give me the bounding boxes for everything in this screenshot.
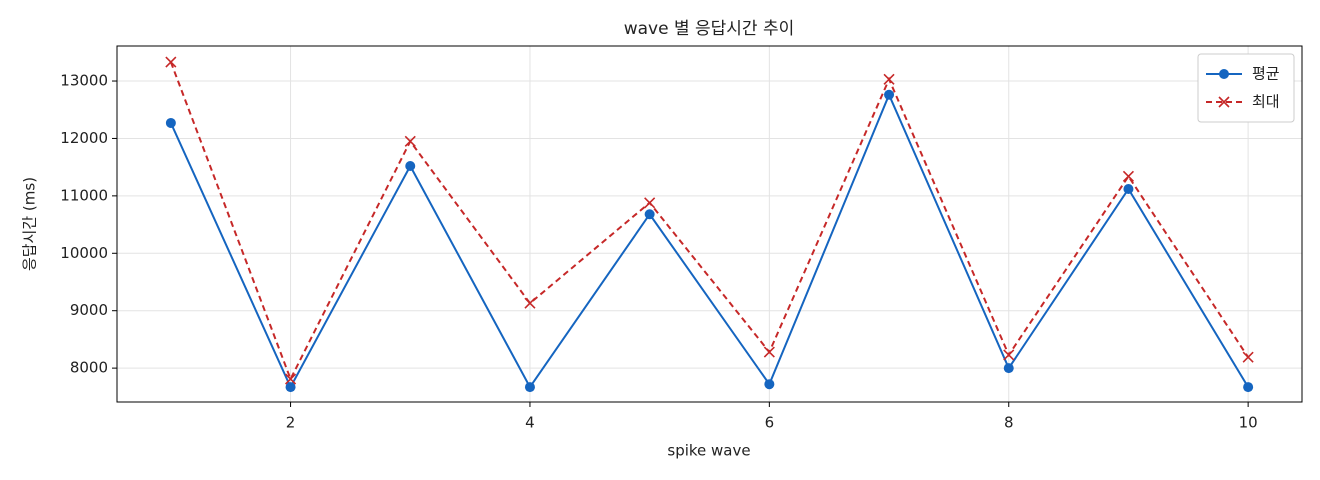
marker [1003, 349, 1015, 361]
x-tick-label: 4 [525, 414, 535, 432]
marker-stroke [1003, 349, 1015, 361]
marker-stroke [1122, 170, 1135, 182]
marker [404, 135, 416, 147]
marker-stroke [284, 373, 297, 385]
marker [285, 382, 296, 393]
marker [165, 117, 176, 128]
marker-stroke [404, 135, 416, 147]
legend-label: 평균 [1252, 65, 1280, 83]
x-axis-label: spike wave [667, 442, 750, 460]
marker-stroke [165, 56, 177, 68]
chart-title: wave 별 응답시간 추이 [624, 19, 795, 39]
series-line [169, 61, 1249, 382]
marker-stroke [763, 346, 775, 358]
marker [1242, 351, 1254, 363]
y-axis-label: 응답시간 (ms) [21, 177, 39, 271]
marker [524, 297, 536, 309]
marker [1003, 363, 1014, 374]
marker [405, 161, 416, 172]
marker-stroke [644, 197, 656, 209]
y-tick-label: 9000 [70, 301, 108, 319]
plot-frame [116, 45, 1303, 403]
marker-stroke [524, 297, 536, 309]
marker [165, 56, 177, 68]
legend-marker [1218, 96, 1230, 108]
x-tick-label: 2 [286, 414, 296, 432]
marker-stroke [1218, 96, 1230, 108]
marker-stroke [883, 73, 895, 85]
marker [764, 379, 775, 390]
series-line [169, 92, 1249, 390]
marker [644, 209, 655, 220]
legend-marker [1219, 69, 1229, 79]
y-tick-label: 11000 [60, 186, 108, 204]
x-tick-label: 8 [1004, 414, 1014, 432]
marker-stroke [1242, 351, 1254, 363]
marker [883, 73, 895, 85]
marker [644, 197, 656, 209]
y-tick-label: 10000 [60, 244, 108, 262]
x-tick-label: 6 [765, 414, 775, 432]
marker [284, 373, 297, 385]
legend-label: 최대 [1252, 93, 1280, 111]
marker [1243, 382, 1254, 393]
marker [884, 89, 895, 100]
y-tick-label: 8000 [70, 359, 108, 377]
y-tick-label: 13000 [60, 72, 108, 90]
marker [524, 382, 535, 393]
y-tick-label: 12000 [60, 129, 108, 147]
marker [1122, 170, 1135, 182]
x-tick-label: 10 [1239, 414, 1258, 432]
marker [763, 346, 775, 358]
marker [1123, 183, 1134, 194]
